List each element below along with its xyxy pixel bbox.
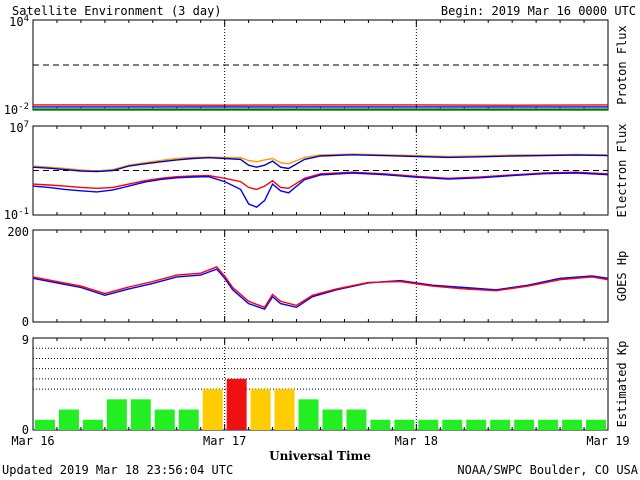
kp-bar [58, 409, 79, 430]
kp-bar [298, 399, 319, 430]
kp-bar [370, 419, 391, 430]
panel-3: 9 0 Estimated Kp [22, 333, 629, 437]
chart-title: Satellite Environment (3 day) [12, 4, 222, 18]
y-tick-label-min: 10-2 [4, 102, 29, 117]
source-credit: NOAA/SWPC Boulder, CO USA [457, 463, 638, 477]
panel-2: 200 0 GOES Hp [7, 225, 629, 329]
series-line-1 [32, 154, 609, 173]
tick-base: 10 [9, 121, 23, 135]
kp-bar [274, 389, 295, 430]
kp-bar [154, 409, 175, 430]
tick-exponent: -2 [18, 102, 29, 112]
updated-time: Updated 2019 Mar 18 23:56:04 UTC [2, 463, 233, 477]
series-line-0 [32, 268, 609, 310]
tick-base: 10 [4, 103, 18, 117]
tick-base: 10 [4, 208, 18, 222]
panel-frame [32, 125, 609, 216]
panel-frame [32, 229, 609, 323]
kp-bar [562, 419, 583, 430]
tick-exponent: 4 [24, 14, 29, 24]
kp-bar [514, 419, 535, 430]
x-tick-label: Mar 17 [203, 434, 246, 448]
y-tick-label-min: 0 [22, 315, 29, 329]
kp-bar [82, 419, 103, 430]
x-axis-label: Universal Time [269, 449, 371, 463]
y-axis-label: Proton Flux [615, 25, 629, 104]
kp-bar [178, 409, 199, 430]
kp-bar [586, 419, 606, 430]
kp-bar [322, 409, 343, 430]
kp-bar [418, 419, 439, 430]
kp-bar [490, 419, 511, 430]
y-axis-label: Estimated Kp [615, 341, 629, 428]
y-axis-label: GOES Hp [615, 251, 629, 302]
kp-bar [202, 389, 223, 430]
series-line-2 [32, 171, 609, 191]
panel-frame [32, 19, 609, 111]
y-tick-label-max: 104 [9, 14, 29, 29]
y-tick-label-min: 0 [22, 423, 29, 437]
begin-time: Begin: 2019 Mar 16 0000 UTC [441, 4, 636, 18]
y-tick-label-max: 200 [7, 225, 29, 239]
kp-bar [442, 419, 463, 430]
kp-bar [394, 419, 415, 430]
y-tick-label-max: 107 [9, 120, 29, 135]
kp-bar [226, 378, 247, 430]
kp-bar [130, 399, 151, 430]
tick-base: 10 [9, 15, 23, 29]
y-tick-label-max: 9 [22, 333, 29, 347]
kp-bar [250, 389, 271, 430]
kp-bar [106, 399, 127, 430]
series-line-1 [32, 265, 609, 309]
tick-exponent: 7 [24, 120, 29, 130]
kp-bar [466, 419, 487, 430]
kp-bar [346, 409, 367, 430]
kp-bar [538, 419, 559, 430]
x-tick-label: Mar 16 [11, 434, 54, 448]
x-tick-label: Mar 18 [395, 434, 438, 448]
kp-bar [35, 419, 55, 430]
series-line-3 [32, 172, 609, 209]
y-tick-label-min: 10-1 [4, 207, 29, 222]
x-tick-label: Mar 19 [586, 434, 629, 448]
y-axis-label: Electron Flux [615, 124, 629, 218]
series-line-0 [32, 153, 609, 172]
tick-exponent: -1 [18, 207, 29, 217]
